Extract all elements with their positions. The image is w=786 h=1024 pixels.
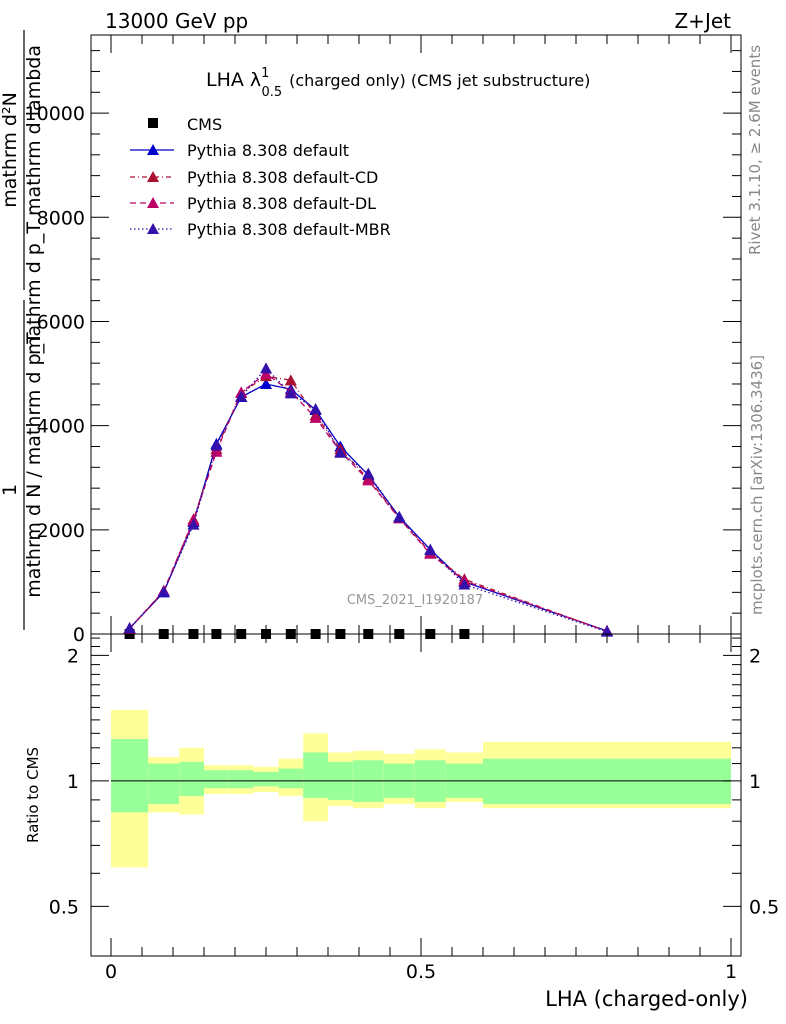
main-y-axis-label: 1 mathrm d N / mathrm d p_T mathrm d²N m… xyxy=(0,30,45,630)
ratio-uncertainty-bands xyxy=(111,709,731,868)
legend-label-dl: Pythia 8.308 default-DL xyxy=(187,194,376,213)
ratio-y-tick-label: 2 xyxy=(67,645,79,667)
y-label-numer: mathrm d²N xyxy=(0,92,21,208)
main-plot-panel: 0 2000 4000 6000 8000 10000 xyxy=(25,34,742,646)
series-marker-default xyxy=(260,377,272,389)
series-marker-mbr xyxy=(458,578,471,590)
x-axis-label: LHA (charged-only) xyxy=(545,987,748,1011)
y-label-denom: mathrm d p_T mathrm d lambda xyxy=(23,45,45,355)
legend-label-mbr: Pythia 8.308 default-MBR xyxy=(187,220,391,239)
ratio-tick-labels: 0.5 0.5 1 1 2 2 0 0.5 1 xyxy=(49,645,779,983)
series-marker-mbr xyxy=(157,585,170,597)
main-y-tick-label: 4000 xyxy=(37,416,85,438)
series-marker-mbr xyxy=(123,622,136,634)
legend-label-cd: Pythia 8.308 default-CD xyxy=(187,168,378,187)
series-marker-cd xyxy=(284,374,297,386)
legend-marker-dl xyxy=(147,197,159,208)
ratio-inner-band xyxy=(179,761,204,796)
ratio-y-axis-label: Ratio to CMS xyxy=(24,747,42,843)
legend-label-default: Pythia 8.308 default xyxy=(187,141,349,160)
rivet-version-label: Rivet 3.1.10, ≥ 2.6M events xyxy=(746,45,764,255)
main-axis-ticks xyxy=(91,35,741,635)
series-marker-mbr xyxy=(284,387,297,399)
ratio-inner-band xyxy=(111,738,149,813)
ratio-inner-band xyxy=(204,770,229,789)
collision-label: 13000 GeV pp xyxy=(105,9,248,33)
ratio-inner-band xyxy=(303,752,328,798)
legend-marker-default xyxy=(147,144,159,155)
ratio-inner-band xyxy=(253,771,279,787)
legend-marker-cms xyxy=(148,118,158,128)
legend: CMS Pythia 8.308 default Pythia 8.308 de… xyxy=(130,115,391,239)
main-y-tick-label: 0 xyxy=(73,624,85,646)
main-y-tick-label: 8000 xyxy=(37,207,85,229)
series-marker-mbr xyxy=(309,402,322,414)
series-marker-dl xyxy=(309,411,322,423)
x-tick-label: 0 xyxy=(105,961,117,983)
plot-title: LHA λ1 0.5(charged only) (CMS jet substru… xyxy=(206,66,590,100)
series-marker-mbr xyxy=(187,518,200,530)
series-marker-mbr xyxy=(210,439,223,451)
series-marker-mbr xyxy=(393,511,406,523)
ratio-axis-ticks xyxy=(91,634,741,956)
main-y-tick-labels: 0 2000 4000 6000 8000 10000 xyxy=(25,103,85,646)
ratio-inner-band xyxy=(483,758,731,804)
legend-marker-mbr xyxy=(147,223,159,234)
series-line-default xyxy=(129,383,608,632)
ratio-y-tick-label-right: 0.5 xyxy=(749,896,779,918)
series-marker-mbr xyxy=(424,544,437,556)
ratio-y-tick-label: 0.5 xyxy=(49,896,79,918)
ratio-plot-panel: 0.5 0.5 1 1 2 2 0 0.5 1 xyxy=(49,633,779,983)
series-line-mbr xyxy=(129,367,608,633)
main-y-tick-label: 10000 xyxy=(25,103,85,125)
legend-label-cms: CMS xyxy=(187,115,222,134)
series-marker-mbr xyxy=(362,467,375,479)
x-tick-label: 1 xyxy=(725,961,737,983)
series-marker-mbr xyxy=(260,362,272,374)
series-line-dl xyxy=(129,372,608,632)
legend-marker-cd xyxy=(147,171,159,182)
series-marker-mbr xyxy=(235,390,248,402)
ratio-plot-frame xyxy=(90,633,742,957)
ratio-inner-band xyxy=(228,770,254,789)
main-y-tick-label: 6000 xyxy=(37,311,85,333)
y-label-prefix-denom: mathrm d N / mathrm d p_T xyxy=(23,332,45,598)
ratio-y-tick-label: 1 xyxy=(67,771,79,793)
y-label-prefix-numer: 1 xyxy=(0,484,21,496)
series-marker-dl xyxy=(362,474,375,486)
ratio-y-tick-label-right: 2 xyxy=(749,645,761,667)
ratio-inner-band xyxy=(278,768,304,789)
x-tick-label: 0.5 xyxy=(406,961,436,983)
ratio-y-tick-label-right: 1 xyxy=(749,771,761,793)
analysis-watermark: CMS_2021_I1920187 xyxy=(347,593,483,608)
series-marker-mbr xyxy=(334,446,347,458)
process-label: Z+Jet xyxy=(674,9,731,33)
main-y-tick-label: 2000 xyxy=(37,520,85,542)
mcplots-reference-label: mcplots.cern.ch [arXiv:1306.3436] xyxy=(748,355,766,615)
ratio-inner-band xyxy=(148,763,180,804)
